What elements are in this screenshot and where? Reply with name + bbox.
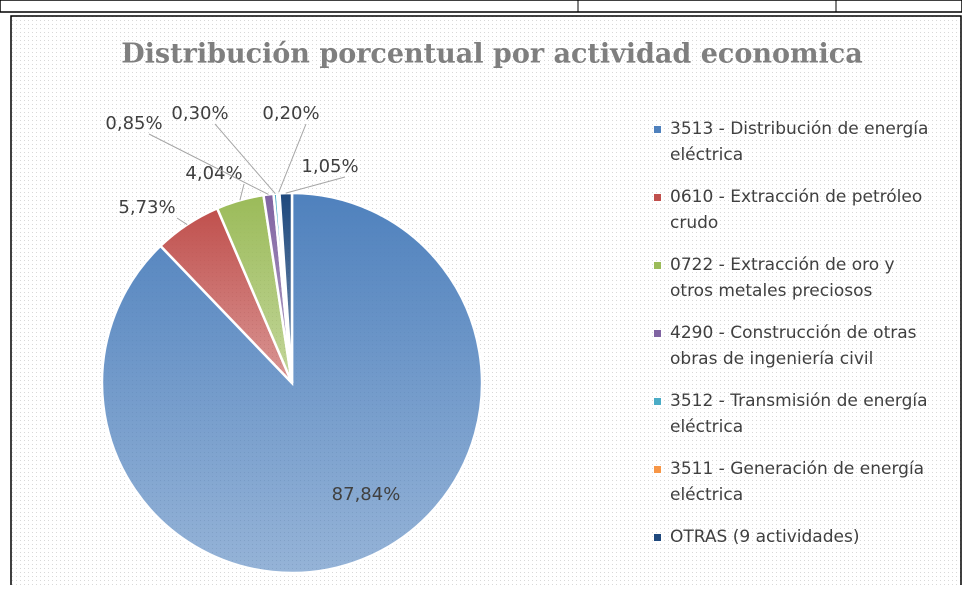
legend-label: OTRAS (9 actividades)	[670, 527, 860, 547]
legend-item: 3513 - Distribución de energía eléctrica	[650, 116, 940, 184]
legend-swatch	[654, 126, 661, 133]
leader-line	[285, 176, 346, 194]
legend-item: 0722 - Extracción de oro y otros metales…	[650, 252, 940, 320]
legend-item: 0610 - Extracción de petróleo crudo	[650, 184, 940, 252]
legend-swatch	[654, 466, 661, 473]
legend-swatch	[654, 330, 661, 337]
legend-item: 3511 - Generación de energía eléctrica	[650, 456, 940, 524]
chart-title: Distribución porcentual por actividad ec…	[121, 39, 863, 70]
legend-item: OTRAS (9 actividades)	[650, 524, 940, 592]
legend-label: 0722 - Extracción de oro y otros metales…	[670, 255, 895, 301]
data-label: 0,20%	[262, 103, 319, 124]
table-strip	[0, 0, 962, 13]
data-label: 87,84%	[332, 484, 401, 505]
legend: 3513 - Distribución de energía eléctrica…	[650, 116, 940, 592]
legend-swatch	[654, 398, 661, 405]
data-label: 1,05%	[301, 156, 358, 177]
legend-label: 3513 - Distribución de energía eléctrica	[670, 119, 929, 165]
leader-line	[176, 217, 188, 225]
legend-item: 4290 - Construcción de otras obras de in…	[650, 320, 940, 388]
legend-label: 3511 - Generación de energía eléctrica	[670, 459, 925, 505]
leader-line	[277, 123, 307, 194]
legend-item: 3512 - Transmisión de energía eléctrica	[650, 388, 940, 456]
data-label: 4,04%	[185, 163, 242, 184]
legend-swatch	[654, 194, 661, 201]
legend-swatch	[654, 534, 661, 541]
data-label: 0,30%	[171, 103, 228, 124]
data-label: 0,85%	[105, 113, 162, 134]
pie-slice	[278, 191, 294, 384]
leader-line	[148, 133, 269, 195]
leader-line	[239, 183, 245, 201]
data-label: 5,73%	[118, 197, 175, 218]
legend-label: 0610 - Extracción de petróleo crudo	[670, 187, 923, 233]
legend-label: 3512 - Transmisión de energía eléctrica	[670, 391, 928, 437]
legend-swatch	[654, 262, 661, 269]
legend-label: 4290 - Construcción de otras obras de in…	[670, 323, 917, 369]
leader-line	[214, 123, 276, 195]
